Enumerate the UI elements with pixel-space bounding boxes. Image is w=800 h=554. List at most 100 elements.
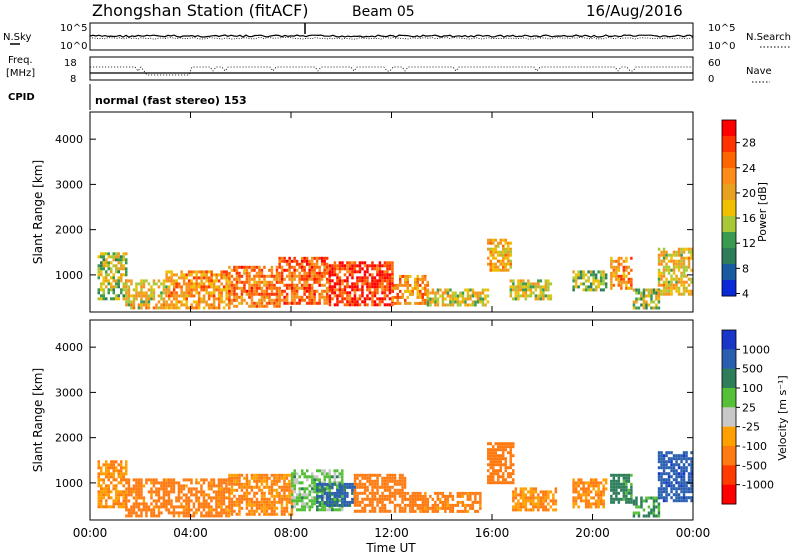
scatter-cell bbox=[373, 509, 377, 513]
scatter-cell bbox=[376, 297, 379, 301]
scatter-cell bbox=[298, 496, 301, 500]
scatter-cell bbox=[341, 481, 344, 485]
scatter-cell bbox=[504, 478, 507, 482]
scatter-cell bbox=[326, 487, 329, 491]
scatter-cell bbox=[579, 481, 583, 485]
scatter-cell bbox=[260, 280, 264, 284]
scatter-cell bbox=[499, 466, 502, 470]
scatter-cell bbox=[117, 490, 120, 494]
scatter-cell bbox=[612, 476, 616, 480]
scatter-cell bbox=[316, 493, 319, 497]
nsearch-trace bbox=[89, 37, 694, 40]
scatter-cell bbox=[150, 490, 153, 494]
scatter-cell bbox=[182, 294, 186, 298]
scatter-cell bbox=[542, 496, 545, 500]
scatter-cell bbox=[356, 276, 359, 280]
scatter-cell bbox=[97, 463, 100, 467]
scatter-cell bbox=[494, 460, 497, 464]
scatter-cell bbox=[298, 475, 301, 479]
scatter-cell bbox=[316, 482, 319, 486]
scatter-cell bbox=[190, 285, 193, 289]
scatter-cell bbox=[250, 512, 254, 516]
scatter-cell bbox=[587, 493, 590, 497]
scatter-cell bbox=[331, 497, 334, 501]
scatter-cell bbox=[341, 267, 344, 271]
scatter-cell bbox=[494, 442, 497, 446]
scatter-cell bbox=[260, 503, 264, 507]
scatter-cell bbox=[476, 509, 480, 513]
scatter-cell bbox=[125, 303, 128, 307]
scatter-cell bbox=[426, 280, 429, 284]
scatter-cell bbox=[492, 475, 495, 479]
scatter-cell bbox=[238, 482, 241, 486]
scatter-cell bbox=[318, 301, 321, 305]
scatter-cell bbox=[366, 282, 369, 286]
scatter-cell bbox=[512, 282, 515, 286]
scatter-cell bbox=[406, 503, 410, 507]
scatter-cell bbox=[313, 280, 316, 284]
scatter-cell bbox=[200, 490, 203, 494]
scatter-cell bbox=[446, 506, 450, 510]
scatter-cell bbox=[137, 490, 141, 494]
scatter-cell bbox=[273, 473, 276, 477]
scatter-cell bbox=[381, 279, 384, 283]
scatter-cell bbox=[353, 494, 357, 498]
scatter-cell bbox=[662, 496, 666, 500]
scatter-cell bbox=[275, 494, 279, 498]
scatter-cell bbox=[537, 279, 540, 283]
scatter-cell bbox=[310, 274, 314, 278]
power-colorbar-swatch bbox=[722, 264, 736, 281]
scatter-cell bbox=[356, 288, 359, 292]
scatter-cell bbox=[610, 277, 613, 281]
scatter-cell bbox=[680, 460, 683, 464]
scatter-cell bbox=[615, 479, 618, 483]
scatter-cell bbox=[338, 282, 342, 286]
scatter-cell bbox=[429, 300, 432, 304]
scatter-cell bbox=[406, 497, 410, 501]
scatter-cell bbox=[348, 291, 352, 295]
scatter-cell bbox=[677, 481, 681, 485]
scatter-cell bbox=[328, 475, 331, 479]
scatter-cell bbox=[220, 511, 223, 515]
scatter-cell bbox=[383, 261, 387, 265]
scatter-cell bbox=[353, 482, 357, 486]
scatter-cell bbox=[436, 494, 440, 498]
scatter-cell bbox=[584, 493, 588, 497]
scatter-cell bbox=[235, 283, 239, 287]
scatter-cell bbox=[336, 276, 339, 280]
scatter-cell bbox=[682, 466, 686, 470]
scatter-cell bbox=[102, 267, 105, 271]
scatter-cell bbox=[677, 262, 681, 266]
scatter-cell bbox=[391, 295, 394, 299]
scatter-cell bbox=[532, 499, 535, 503]
scatter-cell bbox=[682, 247, 686, 251]
scatter-cell bbox=[127, 288, 131, 292]
scatter-cell bbox=[406, 301, 409, 305]
scatter-cell bbox=[527, 508, 530, 512]
scatter-cell bbox=[152, 508, 156, 512]
scatter-cell bbox=[192, 288, 196, 292]
scatter-cell bbox=[328, 300, 332, 304]
scatter-cell bbox=[217, 505, 221, 509]
scatter-cell bbox=[207, 481, 211, 485]
scatter-cell bbox=[537, 496, 540, 500]
scatter-cell bbox=[155, 282, 158, 286]
scatter-cell bbox=[537, 499, 540, 503]
scatter-cell bbox=[270, 268, 274, 272]
scatter-cell bbox=[285, 506, 289, 510]
scatter-cell bbox=[529, 493, 533, 497]
scatter-cell bbox=[296, 493, 299, 497]
scatter-cell bbox=[175, 282, 178, 286]
scatter-cell bbox=[393, 494, 397, 498]
scatter-cell bbox=[105, 466, 108, 470]
scatter-cell bbox=[368, 264, 372, 268]
scatter-cell bbox=[469, 288, 472, 292]
scatter-cell bbox=[527, 279, 530, 283]
scatter-cell bbox=[549, 505, 553, 509]
scatter-cell bbox=[534, 297, 538, 301]
scatter-cell bbox=[265, 274, 269, 278]
scatter-cell bbox=[265, 479, 269, 483]
scatter-cell bbox=[187, 508, 191, 512]
scatter-cell bbox=[205, 276, 208, 280]
scatter-cell bbox=[323, 491, 327, 495]
